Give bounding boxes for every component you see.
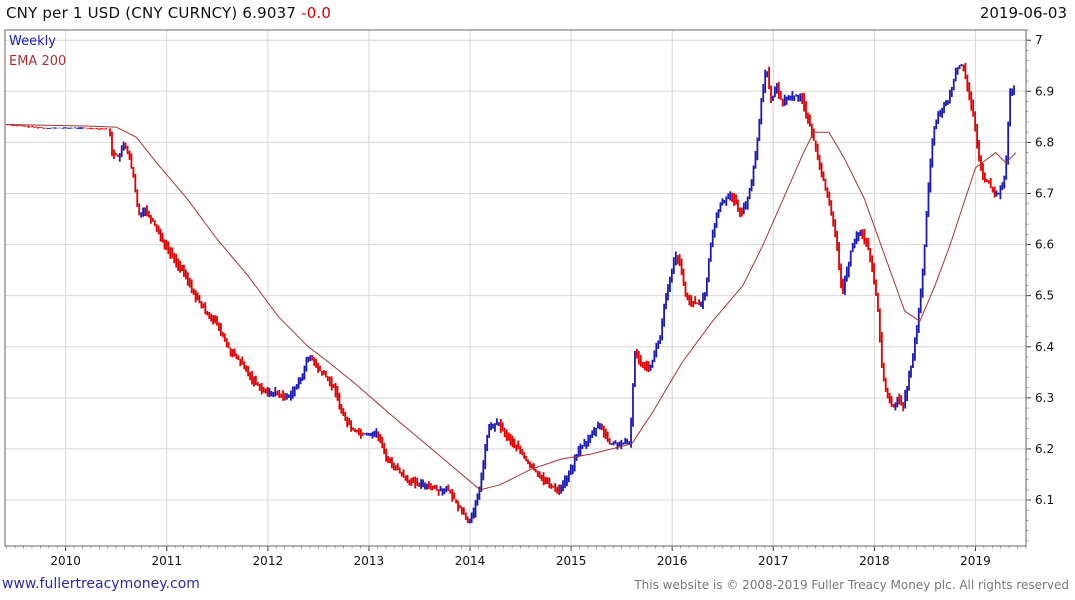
x-tick-label: 2010	[50, 554, 81, 568]
x-tick-label: 2017	[758, 554, 789, 568]
x-tick-label: 2014	[455, 554, 486, 568]
site-link[interactable]: www.fullertreacymoney.com	[2, 576, 200, 592]
y-tick-label: 6.5	[1035, 289, 1054, 303]
y-axis: 6.1 6.2 6.3 6.4 6.5 6.6 6.7 6.8 6.9 7	[1026, 29, 1054, 542]
last-price: 6.9037	[242, 4, 297, 22]
y-tick-label: 6.8	[1035, 135, 1054, 149]
y-tick-label: 7	[1035, 33, 1043, 47]
legend-entry: EMA 200	[9, 54, 66, 69]
legend-entry: Weekly	[9, 34, 56, 49]
ema-200-line	[6, 124, 1017, 491]
plot-frame	[4, 29, 1027, 547]
y-tick-label: 6.9	[1035, 84, 1054, 98]
x-tick-label: 2013	[354, 554, 385, 568]
grid	[5, 30, 1026, 546]
x-tick-label: 2016	[657, 554, 688, 568]
y-tick-label: 6.1	[1035, 493, 1054, 507]
legend: Weekly EMA 200	[9, 34, 66, 69]
y-tick-label: 6.4	[1035, 340, 1054, 354]
y-tick-label: 6.7	[1035, 186, 1054, 200]
y-tick-label: 6.3	[1035, 391, 1054, 405]
x-tick-label: 2012	[253, 554, 284, 568]
x-tick-label: 2018	[859, 554, 890, 568]
x-axis: 2010 2011 2012 2013 2014 2015 2016 2017 2018 2019	[6, 546, 1027, 568]
y-tick-label: 6.2	[1035, 442, 1054, 456]
chart-date: 2019-06-03	[979, 4, 1067, 22]
copyright-notice: This website is © 2008-2019 Fuller Treac…	[634, 578, 1069, 592]
y-tick-label: 6.6	[1035, 238, 1054, 252]
chart-header: CNY per 1 USD (CNY CURNCY) 6.9037 -0.0	[6, 4, 331, 22]
x-tick-label: 2019	[960, 554, 991, 568]
price-change: -0.0	[301, 4, 332, 22]
weekly-bars	[6, 62, 1015, 524]
x-tick-label: 2011	[151, 554, 182, 568]
chart-title: CNY per 1 USD (CNY CURNCY)	[6, 4, 238, 22]
x-tick-label: 2015	[556, 554, 587, 568]
